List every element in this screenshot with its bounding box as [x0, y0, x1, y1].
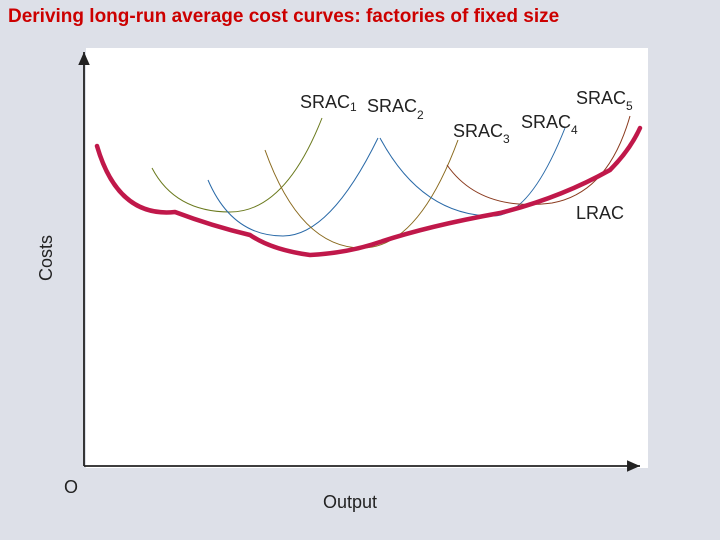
lrac-curve — [94, 125, 643, 258]
srac5-curve — [446, 115, 631, 205]
srac2-label: SRAC2 — [367, 96, 424, 122]
x-axis-label: Output — [323, 492, 377, 512]
srac4-label: SRAC4 — [521, 112, 578, 137]
srac3-curve — [264, 139, 459, 249]
srac1-label: SRAC1 — [300, 92, 357, 114]
srac1-curve — [151, 117, 323, 213]
slide-title: Deriving long-run average cost curves: f… — [8, 6, 560, 27]
lrac-label: LRAC — [576, 203, 624, 223]
srac3-label: SRAC3 — [453, 121, 510, 146]
origin-label: O — [64, 477, 78, 497]
srac2-curve — [207, 137, 379, 237]
y-axis-label: Costs — [36, 235, 56, 281]
srac5-label: SRAC5 — [576, 88, 633, 113]
plot-area — [86, 48, 648, 468]
